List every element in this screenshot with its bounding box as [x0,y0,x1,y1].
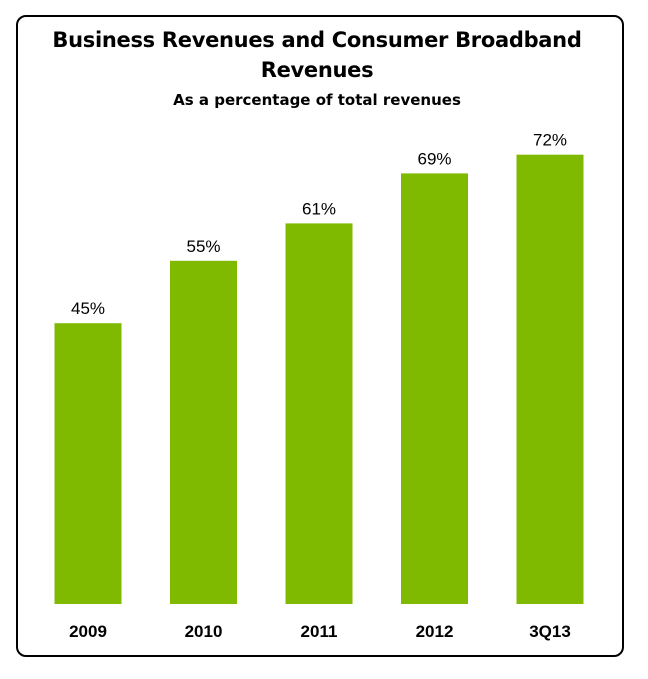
category-label-2012: 2012 [416,622,454,641]
data-label-2009: 45% [71,299,105,318]
data-label-2011: 61% [302,199,336,218]
chart-subtitle: As a percentage of total revenues [173,91,461,109]
chart-title: Business Revenues and Consumer Broadband… [52,28,582,82]
category-label-2010: 2010 [185,622,223,641]
data-label-2010: 55% [186,237,220,256]
bar-2010 [170,260,237,604]
bar-2012 [401,173,468,604]
bar-2011 [285,223,353,604]
category-label-2011: 2011 [301,622,338,641]
data-label-2012: 69% [417,149,451,168]
category-label-3Q13: 3Q13 [529,622,571,641]
data-label-3Q13: 72% [533,131,567,150]
category-label-2009: 2009 [69,622,107,641]
bar-2009 [54,323,122,604]
bar-3Q13 [516,154,584,604]
